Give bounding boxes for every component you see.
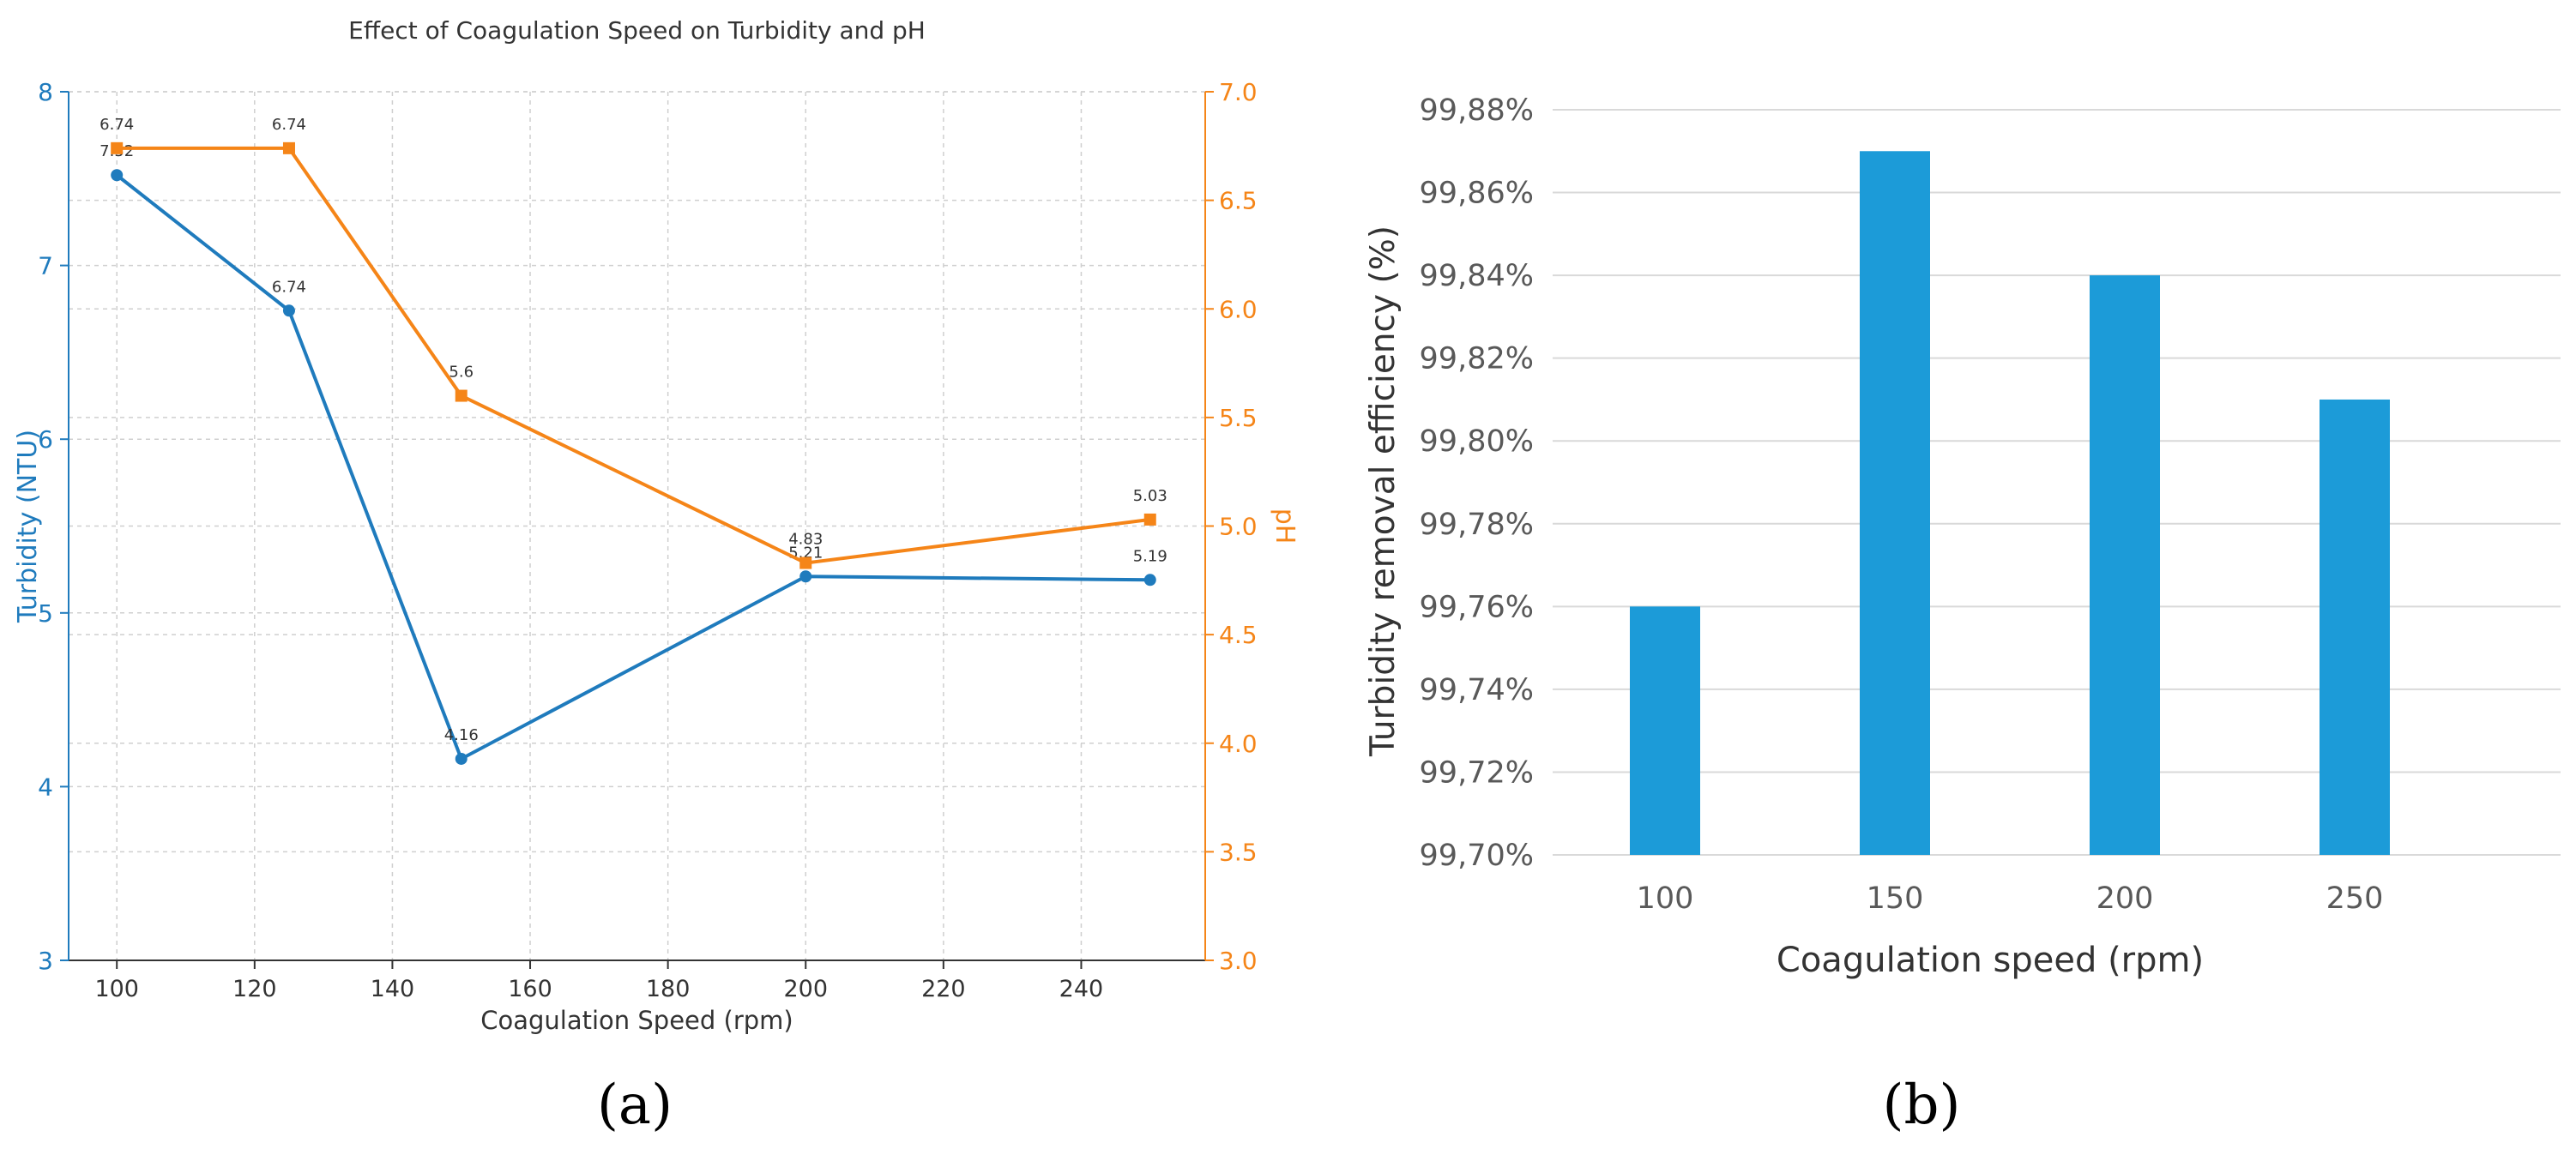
x-tick-label: 240 [1059,976,1104,1002]
y2-tick-label: 5.5 [1219,404,1258,432]
x-tick-label: 200 [783,976,828,1002]
chart-a: 100 120 140 160 180 200 220 240 3 4 5 6 7 8 3.0 3.5 4.0 4… [13,16,1300,1035]
data-label: 6.74 [100,116,134,134]
data-point [282,141,295,154]
y-tick-label: 4 [38,773,53,801]
y-tick-label: 5 [38,599,53,628]
y-axis-right-title: pH [1270,508,1300,544]
x-tick-label: 160 [508,976,552,1002]
series-line-turbidity [115,173,1150,761]
data-label: 5.19 [1133,547,1167,565]
panel-label-b: (b) [1883,1074,1961,1137]
x-axis-title: Coagulation Speed (rpm) [480,1006,793,1035]
y-tick-label: 7 [38,252,53,280]
y2-tick-label: 4.0 [1219,730,1258,758]
y2-tick-label: 5.0 [1219,513,1258,541]
y-tick-label: 99,84% [1420,259,1534,293]
data-label: 6.74 [272,116,306,134]
y-tick-label: 99,74% [1420,673,1534,707]
y2-tick-label: 3.0 [1219,947,1258,975]
x-tick-label: 120 [232,976,277,1002]
data-label: 6.74 [272,278,306,296]
y-tick-label: 99,82% [1420,342,1534,376]
y2-tick-label: 4.5 [1219,621,1258,649]
y-tick-label: 99,70% [1420,839,1534,873]
x-tick-label: 200 [2096,881,2154,916]
data-point [282,304,295,317]
y2-tick-label: 6.5 [1219,187,1258,215]
x-axis-title: Coagulation speed (rpm) [1777,941,2204,980]
bar-250 [2320,399,2390,855]
y-tick-label: 99,80% [1420,424,1534,459]
y-tick-label: 99,88% [1420,93,1534,128]
y-tick-label: 99,86% [1420,177,1534,211]
y2-tick-label: 3.5 [1219,838,1258,866]
panel-label-a: (a) [597,1074,673,1137]
y2-tick-label: 7.0 [1219,78,1258,106]
y-tick-label: 6 [38,425,53,454]
y-tick-label: 8 [38,78,53,106]
y-tick-label: 99,78% [1420,508,1534,542]
x-tick-label: 100 [94,976,139,1002]
chart-title: Effect of Coagulation Speed on Turbidity… [348,16,926,45]
y-tick-label: 99,76% [1420,590,1534,624]
data-label: 5.6 [449,364,474,382]
data-label: 4.83 [788,531,823,549]
y-tick-label: 99,72% [1420,755,1534,790]
data-point [455,752,468,765]
x-tick-label: 100 [1637,881,1694,916]
y2-tick-label: 6.0 [1219,295,1258,323]
bar-200 [2090,275,2160,856]
y-axis-title: Turbidity removal efficiency (%) [1364,226,1403,757]
data-label: 5.03 [1133,487,1167,505]
data-point [111,169,124,182]
data-point [799,556,812,569]
data-point [111,141,124,154]
series-line-ph [117,146,1151,565]
data-point [455,389,468,402]
bar-100 [1630,606,1700,855]
data-label: 4.16 [444,726,479,744]
data-point [799,570,812,583]
data-point [1143,574,1156,587]
x-tick-label: 140 [371,976,415,1002]
x-tick-label: 250 [2326,881,2384,916]
y-tick-label: 3 [38,947,53,975]
bar-150 [1860,151,1930,855]
x-tick-label: 180 [646,976,691,1002]
chart-b: 99,70% 99,72% 99,74% 99,76% 99,78% 99,80% 99,8… [1364,93,2561,980]
data-point [1143,513,1156,526]
x-tick-label: 220 [921,976,966,1002]
x-tick-label: 150 [1867,881,1924,916]
y-axis-left-title: Turbidity (NTU) [13,430,43,623]
